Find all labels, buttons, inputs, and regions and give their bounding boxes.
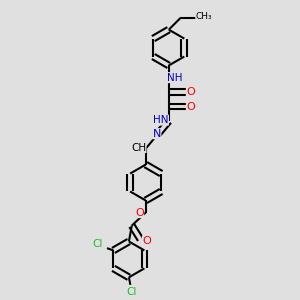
Text: O: O [186,101,195,112]
Text: CH: CH [131,142,146,153]
Text: O: O [142,236,151,246]
Text: O: O [135,208,144,218]
Text: NH: NH [167,73,183,82]
Text: O: O [186,87,195,97]
Text: N: N [152,129,161,139]
Text: HN: HN [153,115,168,125]
Text: Cl: Cl [92,239,102,249]
Text: Cl: Cl [126,287,137,297]
Text: CH₃: CH₃ [196,12,212,21]
